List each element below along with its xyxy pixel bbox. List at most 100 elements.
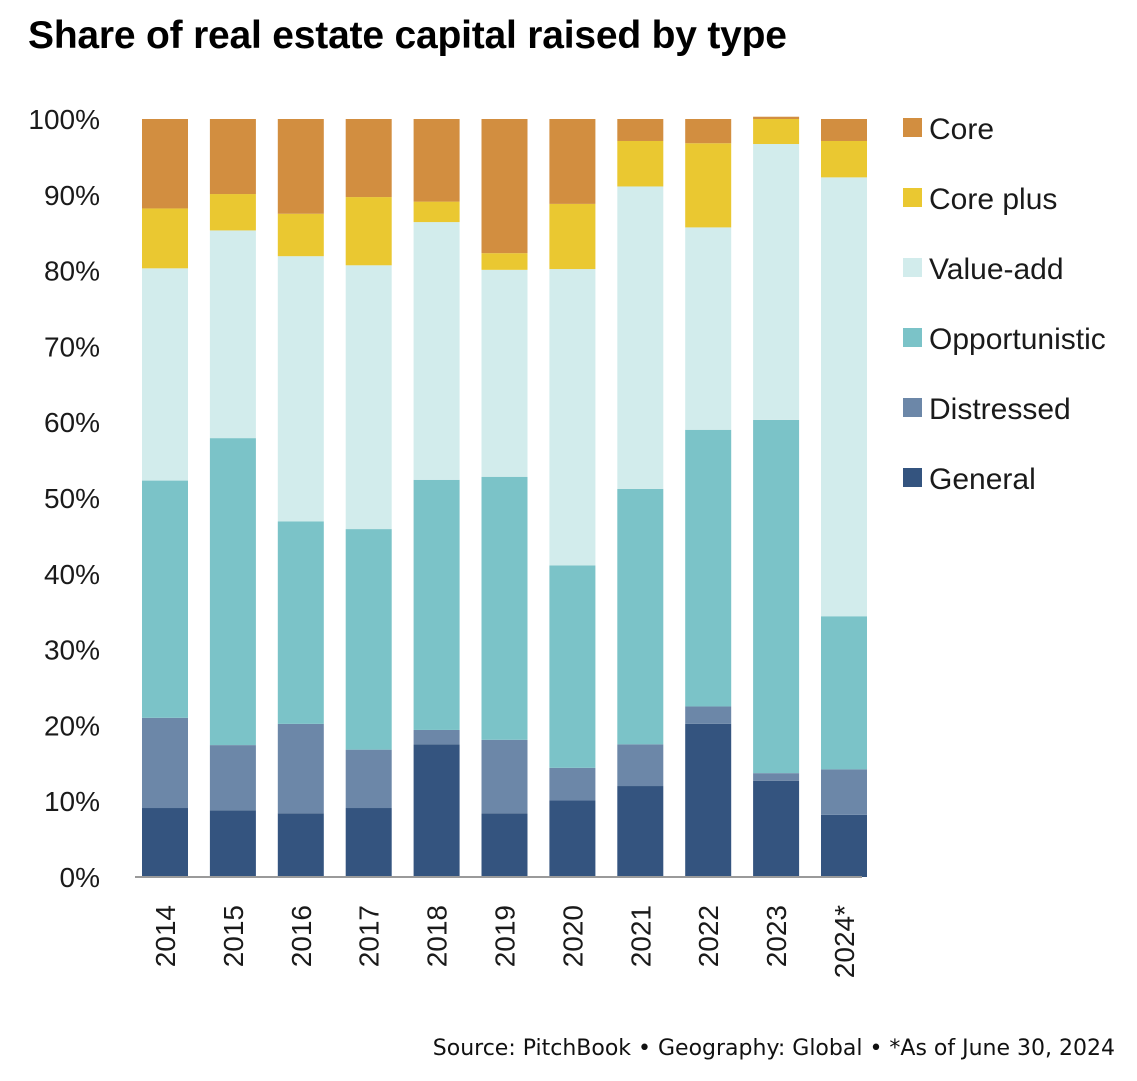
bar-segment-distressed-2017 [345,749,392,809]
bar-segment-core-plus-2016 [277,213,324,257]
bar-segment-value-add-2014 [142,268,188,481]
y-tick-label: 80% [44,256,100,287]
bar-segment-general-2017 [345,808,392,877]
y-axis: 0% 10% 20% 30% 40% 50% 60% 70% 80% 90% 100% [28,104,100,893]
bar-segment-distressed-2014 [142,717,188,809]
bar-segment-distressed-2020 [549,767,596,801]
x-tick-label: 2023 [761,905,792,967]
bar-segment-opportunistic-2016 [277,521,324,724]
bar-segment-core-plus-2017 [345,197,392,266]
bar-segment-distressed-2015 [209,745,256,811]
bar-segment-distressed-2023 [753,773,800,781]
bar-segment-opportunistic-2023 [753,419,800,774]
y-tick-label: 40% [44,559,100,590]
legend-swatch-core-plus [903,188,922,207]
y-tick-label: 60% [44,407,100,438]
bar-segment-distressed-2016 [277,723,324,814]
bar-segment-distressed-2021 [617,744,664,787]
legend-label-distressed: Distressed [929,393,1071,426]
bar-segment-value-add-2015 [209,230,256,439]
bar-segment-general-2019 [481,813,528,877]
bar-segment-core-plus-2023 [753,119,800,145]
x-tick-label: 2020 [557,905,588,967]
bar-segment-core-2021 [617,119,664,141]
bar-segment-core-2024 [821,119,867,141]
bar-segment-opportunistic-2019 [481,476,528,740]
legend-swatch-opportunistic [903,328,922,347]
bar-segment-core-2019 [481,119,528,254]
legend-label-core: Core [929,113,994,146]
x-tick-label: 2022 [693,905,724,967]
x-tick-label: 2015 [218,905,249,967]
bar-segment-opportunistic-2024 [821,616,867,770]
legend-label-general: General [929,463,1036,496]
bar-segment-value-add-2023 [753,144,800,420]
x-tick-label: 2014 [150,905,181,967]
bar-segment-opportunistic-2018 [413,479,460,730]
bar-segment-core-2022 [685,119,732,144]
x-tick-label: 2024* [829,905,860,978]
x-tick-label: 2021 [625,905,656,967]
bars-layer [142,116,867,877]
y-tick-label: 90% [44,180,100,211]
bar-segment-value-add-2016 [277,256,324,522]
bar-segment-value-add-2021 [617,186,664,489]
legend-label-value-add: Value-add [929,253,1064,286]
bar-segment-general-2021 [617,786,664,877]
y-tick-label: 10% [44,786,100,817]
bar-segment-core-plus-2024 [821,140,867,178]
bar-segment-general-2022 [685,723,732,877]
legend-swatch-distressed [903,398,922,417]
x-tick-label: 2018 [422,905,453,967]
bar-segment-distressed-2024 [821,769,867,815]
bar-segment-distressed-2022 [685,706,732,724]
bar-segment-opportunistic-2022 [685,429,732,707]
bar-segment-opportunistic-2015 [209,438,256,746]
bar-segment-general-2016 [277,813,324,877]
bar-segment-value-add-2017 [345,265,392,530]
bar-segment-opportunistic-2014 [142,480,188,718]
x-tick-label: 2019 [490,905,521,967]
bar-segment-core-plus-2014 [142,208,188,269]
bar-segment-value-add-2020 [549,269,596,566]
bar-segment-core-2020 [549,119,596,204]
y-tick-label: 20% [44,710,100,741]
legend-swatch-core [903,118,922,137]
bar-segment-value-add-2018 [413,222,460,480]
y-tick-label: 100% [28,104,100,135]
bar-segment-core-2017 [345,119,392,198]
bar-segment-core-plus-2018 [413,201,460,223]
bar-segment-distressed-2019 [481,739,528,814]
bar-segment-core-plus-2015 [209,194,256,231]
bar-segment-general-2014 [142,808,188,877]
legend-swatch-value-add [903,258,922,277]
x-axis: 2014 2015 2016 2017 2018 2019 2020 2021 2022 2023… [135,876,862,978]
bar-segment-value-add-2022 [685,227,732,430]
bar-segment-general-2018 [413,744,460,877]
bar-segment-core-plus-2021 [617,140,664,187]
bar-segment-general-2023 [753,780,800,877]
bar-segment-value-add-2024 [821,177,867,617]
y-tick-label: 70% [44,331,100,362]
bar-segment-core-plus-2019 [481,253,528,270]
bar-segment-core-2015 [209,119,256,195]
bar-segment-core-plus-2020 [549,203,596,270]
chart-title: Share of real estate capital raised by t… [28,14,787,57]
bar-segment-core-2023 [753,116,800,119]
bar-segment-opportunistic-2020 [549,565,596,768]
bar-segment-general-2024 [821,814,867,877]
y-tick-label: 50% [44,483,100,514]
y-tick-label: 0% [60,862,100,893]
bar-segment-opportunistic-2017 [345,529,392,750]
bar-segment-general-2015 [209,810,256,877]
bar-segment-distressed-2018 [413,729,460,745]
source-note: Source: PitchBook • Geography: Global • … [432,1036,1115,1061]
bar-segment-value-add-2019 [481,269,528,477]
legend: Core Core plus Value-add Opportunistic Distr… [903,113,1106,496]
x-tick-label: 2016 [286,905,317,967]
bar-segment-core-2016 [277,119,324,214]
legend-swatch-general [903,468,922,487]
bar-segment-general-2020 [549,800,596,877]
x-tick-label: 2017 [354,905,385,967]
